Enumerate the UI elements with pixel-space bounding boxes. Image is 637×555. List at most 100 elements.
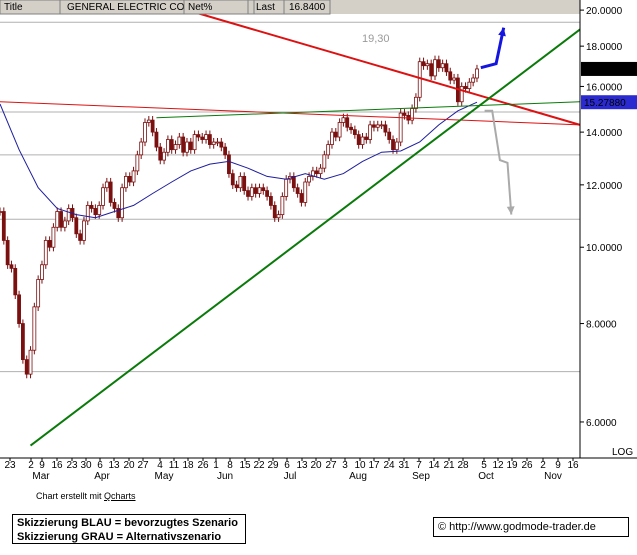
x-tick-label: 27 [137, 460, 149, 471]
x-tick-label: 1 [213, 460, 219, 471]
x-tick-label: 2 [540, 460, 546, 471]
candle-body [310, 170, 315, 177]
candle-body [345, 117, 350, 128]
y-tick-label: 10.0000 [586, 243, 623, 254]
legend-line-gray: Skizzierung GRAU = Alternativszenario [17, 531, 222, 543]
x-tick-label: 13 [296, 460, 308, 471]
candle-body [1, 211, 6, 241]
candle-body [177, 136, 182, 145]
candle-body [165, 139, 170, 153]
candle-body [379, 124, 384, 127]
chart-background [0, 0, 637, 490]
x-month-label: Jul [284, 471, 297, 482]
scenario-blue-arrowhead [498, 27, 506, 37]
candle-body [261, 187, 266, 192]
credit-tool-link[interactable]: Qcharts [104, 491, 136, 501]
candle-body [463, 86, 468, 89]
x-tick-label: 6 [284, 460, 290, 471]
x-tick-label: 26 [521, 460, 533, 471]
x-tick-label: 13 [108, 460, 120, 471]
candle-body [272, 205, 277, 219]
x-tick-label: 30 [80, 460, 92, 471]
candle-body [173, 144, 178, 151]
candle-body [383, 124, 388, 133]
candle-body [318, 167, 323, 175]
candlesticks [0, 55, 479, 379]
candle-body [444, 63, 449, 73]
candle-body [51, 226, 56, 248]
candle-body [429, 63, 434, 77]
candle-body [276, 214, 281, 219]
x-tick-label: 24 [383, 460, 395, 471]
net-label: Net% [188, 2, 213, 13]
chart-credit: Chart erstellt mit Qcharts [36, 491, 136, 501]
x-tick-label: 19 [506, 460, 518, 471]
candle-body [112, 201, 117, 209]
moving_average-value-box [581, 95, 637, 110]
scenario-legend: Skizzierung BLAU = bevorzugtes Szenario … [12, 514, 246, 544]
candle-body [326, 144, 331, 156]
candle-body [116, 208, 121, 219]
trendlines [0, 0, 581, 447]
x-tick-label: 16 [567, 460, 579, 471]
trendline-green [156, 101, 581, 119]
candle-body [181, 136, 186, 153]
candle-body [291, 176, 296, 189]
candle-body [421, 61, 426, 67]
candle-body [207, 134, 212, 145]
candle-body [223, 146, 228, 156]
x-tick-label: 23 [66, 460, 78, 471]
y-tick-label: 14.0000 [586, 128, 623, 139]
candle-body [108, 181, 113, 203]
candle-body [200, 136, 205, 140]
candle-body [32, 306, 37, 351]
x-month-label: Nov [544, 471, 562, 482]
x-tick-label: 2 [28, 460, 34, 471]
scenario-gray-arrowhead [506, 206, 515, 215]
horizontal-levels [0, 21, 580, 373]
candle-body [146, 119, 151, 123]
trendline-red [0, 101, 581, 126]
candle-body [135, 154, 140, 172]
candle-body [364, 136, 369, 140]
candle-body [40, 264, 44, 280]
candle-body [314, 170, 319, 175]
candle-body [417, 61, 422, 98]
candle-body [9, 264, 14, 269]
y-tick-label: 6.0000 [586, 418, 617, 429]
candle-body [333, 131, 338, 138]
candle-body [192, 134, 197, 151]
level-annotation: 19,30 [362, 33, 390, 45]
x-tick-label: 10 [354, 460, 366, 471]
scenario-gray-path [484, 109, 513, 215]
value-labels: 16.8400 15.27880 [581, 61, 637, 110]
candle-body [337, 122, 342, 138]
moving-average-line [0, 101, 478, 219]
source-url-box[interactable]: © http://www.godmode-trader.de [433, 517, 629, 537]
log-scale-label: LOG [612, 447, 633, 458]
candle-body [59, 211, 63, 228]
last-value: 16.8400 [289, 2, 326, 13]
x-month-label: Aug [349, 471, 367, 482]
candle-body [394, 141, 399, 151]
candle-body [93, 208, 98, 216]
candle-body [169, 139, 174, 151]
candle-body [120, 187, 125, 219]
x-tick-label: 23 [4, 460, 16, 471]
candle-body [349, 126, 353, 131]
x-tick-label: 6 [97, 460, 103, 471]
title-value: GENERAL ELECTRIC CO [67, 2, 185, 13]
x-tick-label: 26 [197, 460, 209, 471]
y-tick-label: 12.0000 [586, 181, 623, 192]
candle-body [85, 205, 90, 222]
candle-body [330, 131, 334, 145]
candle-body [257, 187, 262, 194]
source-url[interactable]: http://www.godmode-trader.de [449, 521, 596, 533]
x-tick-label: 9 [555, 460, 561, 471]
moving_average-value-label: 15.27880 [584, 98, 626, 109]
x-tick-label: 28 [457, 460, 469, 471]
x-tick-label: 18 [182, 460, 194, 471]
net-value-cell [247, 0, 255, 15]
candle-body [398, 112, 403, 143]
candle-body [341, 117, 346, 123]
